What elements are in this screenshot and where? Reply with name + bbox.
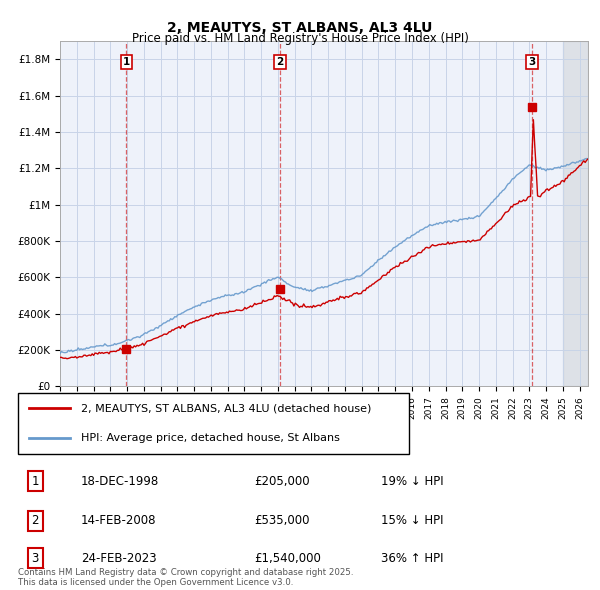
Text: 2: 2: [31, 514, 39, 527]
Text: Contains HM Land Registry data © Crown copyright and database right 2025.
This d: Contains HM Land Registry data © Crown c…: [18, 568, 353, 588]
Text: HPI: Average price, detached house, St Albans: HPI: Average price, detached house, St A…: [81, 433, 340, 443]
Bar: [563, 41, 588, 386]
Text: 36% ↑ HPI: 36% ↑ HPI: [380, 552, 443, 565]
FancyBboxPatch shape: [18, 393, 409, 454]
Text: 1: 1: [31, 474, 39, 488]
Text: 2: 2: [276, 57, 284, 67]
Text: 3: 3: [528, 57, 535, 67]
Text: 1: 1: [123, 57, 130, 67]
Text: £205,000: £205,000: [254, 474, 310, 488]
Text: £1,540,000: £1,540,000: [254, 552, 321, 565]
Text: 15% ↓ HPI: 15% ↓ HPI: [380, 514, 443, 527]
Text: 19% ↓ HPI: 19% ↓ HPI: [380, 474, 443, 488]
Text: 18-DEC-1998: 18-DEC-1998: [81, 474, 160, 488]
Text: 2, MEAUTYS, ST ALBANS, AL3 4LU: 2, MEAUTYS, ST ALBANS, AL3 4LU: [167, 21, 433, 35]
Text: Price paid vs. HM Land Registry's House Price Index (HPI): Price paid vs. HM Land Registry's House …: [131, 32, 469, 45]
Text: 24-FEB-2023: 24-FEB-2023: [81, 552, 157, 565]
Text: 14-FEB-2008: 14-FEB-2008: [81, 514, 157, 527]
Text: 2, MEAUTYS, ST ALBANS, AL3 4LU (detached house): 2, MEAUTYS, ST ALBANS, AL3 4LU (detached…: [81, 404, 371, 414]
Text: 3: 3: [31, 552, 39, 565]
Text: £535,000: £535,000: [254, 514, 310, 527]
